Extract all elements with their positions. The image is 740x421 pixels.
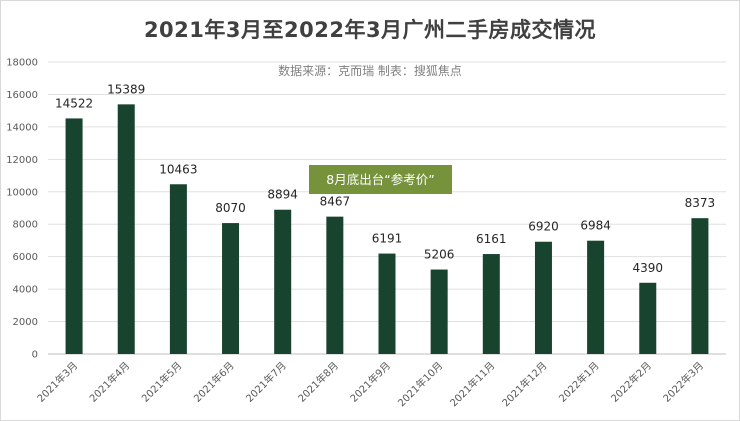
bar	[482, 254, 500, 354]
y-tick-label: 0	[32, 350, 38, 361]
y-tick-label: 18000	[6, 58, 38, 69]
x-tick-label: 2021年3月	[34, 359, 80, 405]
y-tick-label: 4000	[13, 285, 38, 296]
bar	[274, 209, 292, 354]
x-tick-label: 2022年3月	[660, 359, 706, 405]
x-tick-label: 2021年8月	[295, 359, 341, 405]
bar	[639, 282, 657, 354]
x-axis: 2021年3月 2021年4月 2021年5月 2021年6月 2021年7月 2021年…	[34, 359, 706, 409]
x-tick-label: 2021年9月	[347, 359, 393, 405]
x-tick-label: 2021年4月	[87, 359, 133, 405]
chart-subtitle: 数据来源：克而瑞 制表：搜狐焦点	[278, 64, 462, 78]
bar	[222, 223, 240, 354]
y-axis: 0 2000 4000 6000 8000 10000 12000 14000 16000 180…	[6, 58, 38, 361]
data-label: 6161	[476, 232, 507, 246]
annotation-reference-price: 8月底出台“参考价”	[309, 165, 452, 194]
data-label: 8894	[267, 188, 298, 202]
bar	[169, 184, 187, 354]
data-labels: 14522 15389 10463 8070 8894 8467 6191 5206 6161 6…	[55, 82, 715, 274]
y-tick-label: 10000	[6, 187, 38, 198]
data-label: 8070	[215, 201, 246, 215]
y-tick-label: 6000	[13, 252, 38, 263]
bar	[326, 216, 344, 354]
data-label: 14522	[55, 96, 93, 110]
x-tick-label: 2022年2月	[608, 359, 654, 405]
data-label: 8467	[320, 195, 351, 209]
y-tick-label: 8000	[13, 220, 38, 231]
data-label: 6191	[372, 232, 403, 246]
bar	[534, 241, 552, 354]
data-label: 6984	[580, 219, 611, 233]
x-tick-label: 2021年5月	[139, 359, 185, 405]
x-tick-label: 2021年6月	[191, 359, 237, 405]
x-tick-label: 2022年1月	[556, 359, 602, 405]
chart-title: 2021年3月至2022年3月广州二手房成交情况	[143, 18, 597, 42]
bar	[587, 240, 605, 354]
x-tick-label: 2021年12月	[499, 359, 549, 409]
data-label: 6920	[528, 220, 559, 234]
data-label: 10463	[159, 162, 197, 176]
bar	[378, 253, 396, 354]
y-tick-label: 12000	[6, 155, 38, 166]
data-label: 15389	[107, 82, 145, 96]
bar	[430, 269, 448, 354]
data-label: 8373	[685, 196, 716, 210]
y-tick-label: 16000	[6, 90, 38, 101]
bar	[65, 118, 83, 354]
y-tick-label: 2000	[13, 317, 38, 328]
x-tick-label: 2021年7月	[243, 359, 289, 405]
y-tick-label: 14000	[6, 122, 38, 133]
x-tick-label: 2021年10月	[395, 359, 445, 409]
bar	[117, 104, 135, 354]
bar	[691, 218, 709, 354]
x-tick-label: 2021年11月	[447, 359, 497, 409]
bars	[65, 104, 709, 354]
data-label: 5206	[424, 248, 455, 262]
data-label: 4390	[632, 261, 663, 275]
